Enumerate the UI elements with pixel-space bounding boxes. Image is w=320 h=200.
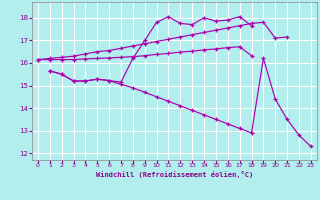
X-axis label: Windchill (Refroidissement éolien,°C): Windchill (Refroidissement éolien,°C)	[96, 171, 253, 178]
